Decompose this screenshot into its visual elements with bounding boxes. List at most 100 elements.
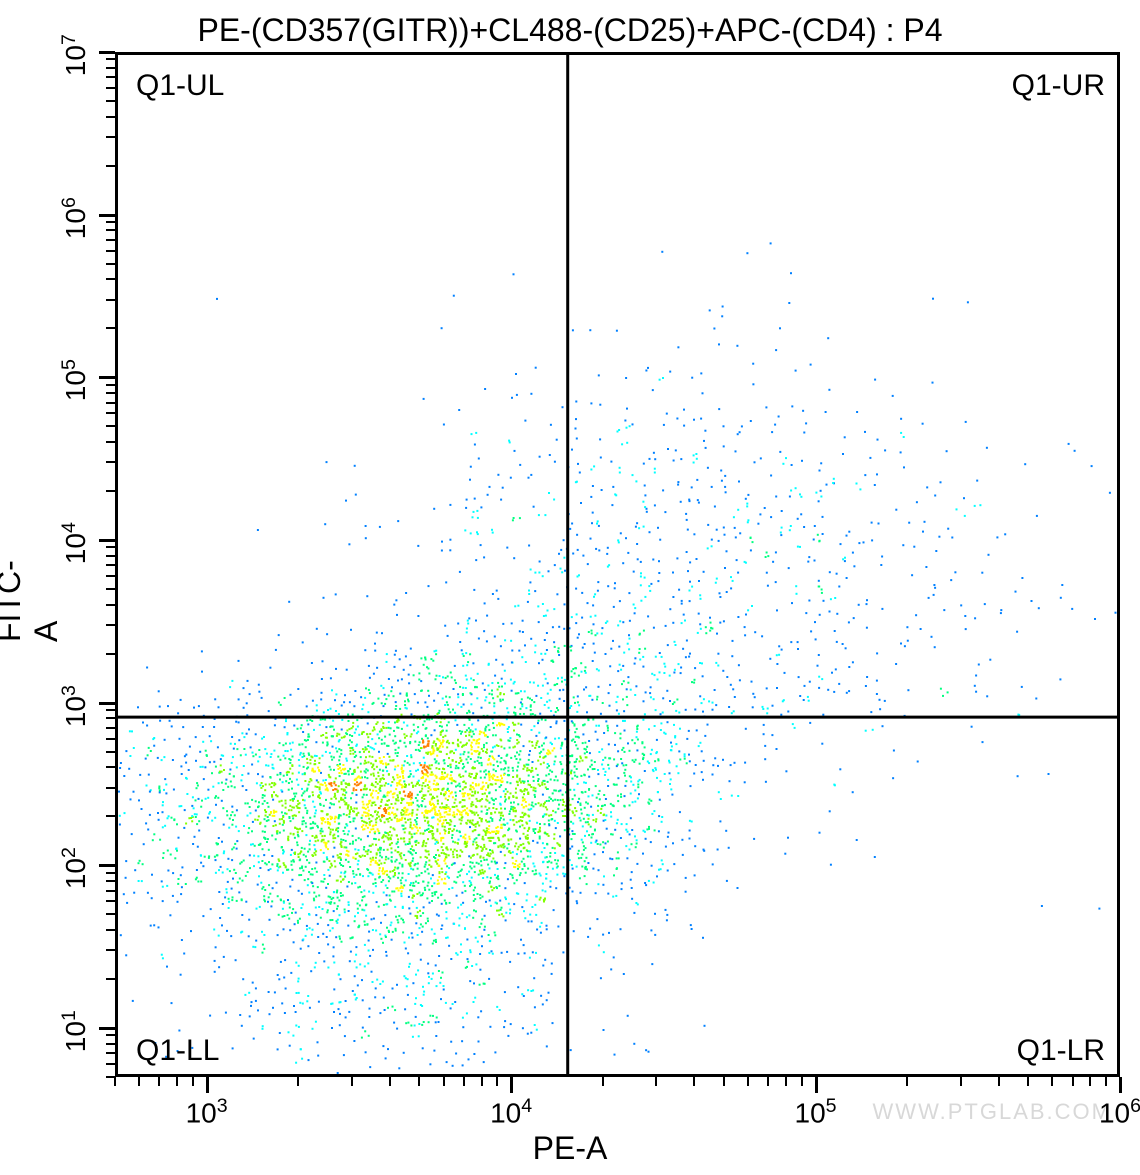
tick-mark bbox=[351, 1077, 353, 1086]
tick-mark bbox=[463, 1077, 465, 1086]
quadrant-label-lr: Q1-LR bbox=[1017, 1034, 1105, 1067]
tick-mark bbox=[106, 402, 115, 404]
tick-mark bbox=[106, 136, 115, 138]
tick-mark bbox=[106, 588, 115, 590]
tick-mark bbox=[693, 1077, 695, 1086]
tick-mark bbox=[801, 1077, 803, 1086]
tick-mark bbox=[106, 461, 115, 463]
watermark: WWW.PTGLAB.COM bbox=[873, 1099, 1112, 1125]
tick-mark bbox=[99, 1027, 115, 1030]
flow-cytometry-chart: PE-(CD357(GITR))+CL488-(CD25)+APC-(CD4) … bbox=[0, 0, 1140, 1175]
x-axis-label: PE-A bbox=[0, 1130, 1140, 1167]
tick-mark bbox=[106, 1076, 115, 1078]
chart-title: PE-(CD357(GITR))+CL488-(CD25)+APC-(CD4) … bbox=[0, 12, 1140, 49]
x-tick-label: 103 bbox=[177, 1095, 237, 1129]
tick-mark bbox=[106, 880, 115, 882]
tick-mark bbox=[106, 384, 115, 386]
quadrant-label-ll: Q1-LL bbox=[136, 1034, 219, 1067]
tick-mark bbox=[106, 392, 115, 394]
tick-mark bbox=[906, 1077, 908, 1086]
tick-mark bbox=[99, 864, 115, 867]
tick-mark bbox=[106, 100, 115, 102]
tick-mark bbox=[176, 1077, 178, 1086]
tick-mark bbox=[106, 738, 115, 740]
tick-mark bbox=[1119, 1077, 1122, 1093]
tick-mark bbox=[99, 376, 115, 379]
tick-mark bbox=[106, 412, 115, 414]
tick-mark bbox=[106, 1043, 115, 1045]
tick-mark bbox=[106, 766, 115, 768]
tick-mark bbox=[998, 1077, 1000, 1086]
tick-mark bbox=[106, 250, 115, 252]
tick-mark bbox=[106, 1052, 115, 1054]
y-tick-label: 104 bbox=[58, 513, 92, 573]
tick-mark bbox=[723, 1077, 725, 1086]
tick-mark bbox=[106, 425, 115, 427]
tick-mark bbox=[297, 1077, 299, 1086]
x-tick-label: 106 bbox=[1090, 1095, 1140, 1129]
tick-mark bbox=[106, 490, 115, 492]
tick-mark bbox=[106, 787, 115, 789]
tick-mark bbox=[496, 1077, 498, 1086]
tick-mark bbox=[106, 949, 115, 951]
tick-mark bbox=[106, 890, 115, 892]
tick-mark bbox=[106, 900, 115, 902]
tick-mark bbox=[106, 229, 115, 231]
tick-mark bbox=[767, 1077, 769, 1086]
tick-mark bbox=[418, 1077, 420, 1086]
y-axis-label: FITC-A bbox=[0, 542, 65, 642]
tick-mark bbox=[106, 221, 115, 223]
tick-mark bbox=[106, 751, 115, 753]
tick-mark bbox=[1027, 1077, 1029, 1086]
tick-mark bbox=[106, 717, 115, 719]
tick-mark bbox=[1089, 1077, 1091, 1086]
tick-mark bbox=[106, 604, 115, 606]
tick-mark bbox=[206, 1077, 209, 1093]
tick-mark bbox=[106, 709, 115, 711]
tick-mark bbox=[106, 546, 115, 548]
tick-mark bbox=[114, 1077, 116, 1086]
tick-mark bbox=[106, 58, 115, 60]
tick-mark bbox=[106, 441, 115, 443]
tick-mark bbox=[106, 116, 115, 118]
y-tick-label: 106 bbox=[58, 188, 92, 248]
x-tick-label: 105 bbox=[786, 1095, 846, 1129]
tick-mark bbox=[106, 67, 115, 69]
plot-area: Q1-ULQ1-URQ1-LLQ1-LR bbox=[115, 52, 1120, 1077]
tick-mark bbox=[106, 575, 115, 577]
tick-mark bbox=[106, 978, 115, 980]
tick-mark bbox=[655, 1077, 657, 1086]
x-tick-label: 104 bbox=[481, 1095, 541, 1129]
tick-mark bbox=[106, 913, 115, 915]
tick-mark bbox=[106, 624, 115, 626]
tick-mark bbox=[106, 929, 115, 931]
tick-mark bbox=[785, 1077, 787, 1086]
tick-mark bbox=[106, 872, 115, 874]
tick-mark bbox=[1072, 1077, 1074, 1086]
tick-mark bbox=[106, 564, 115, 566]
y-tick-label: 103 bbox=[58, 676, 92, 736]
tick-mark bbox=[510, 1077, 513, 1093]
tick-mark bbox=[106, 278, 115, 280]
tick-mark bbox=[1051, 1077, 1053, 1086]
tick-mark bbox=[106, 87, 115, 89]
tick-mark bbox=[106, 727, 115, 729]
y-tick-label: 102 bbox=[58, 839, 92, 899]
tick-mark bbox=[389, 1077, 391, 1086]
y-tick-label: 107 bbox=[58, 25, 92, 85]
tick-mark bbox=[99, 539, 115, 542]
tick-mark bbox=[443, 1077, 445, 1086]
tick-mark bbox=[106, 299, 115, 301]
tick-mark bbox=[747, 1077, 749, 1086]
tick-mark bbox=[106, 165, 115, 167]
tick-mark bbox=[138, 1077, 140, 1086]
quadrant-label-ur: Q1-UR bbox=[1012, 69, 1105, 102]
tick-mark bbox=[99, 702, 115, 705]
tick-mark bbox=[1105, 1077, 1107, 1086]
tick-mark bbox=[106, 263, 115, 265]
tick-mark bbox=[481, 1077, 483, 1086]
tick-mark bbox=[106, 1034, 115, 1036]
tick-mark bbox=[106, 1063, 115, 1065]
tick-mark bbox=[815, 1077, 818, 1093]
y-tick-label: 101 bbox=[58, 1001, 92, 1061]
